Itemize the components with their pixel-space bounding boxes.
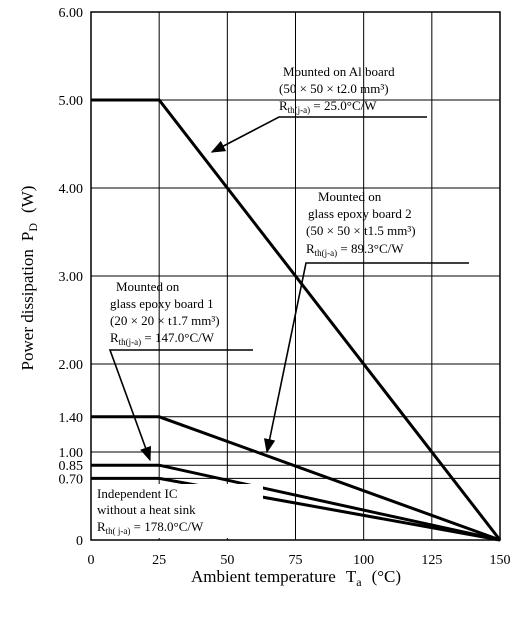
series-line-4 xyxy=(91,476,501,542)
x-tick-label: 150 xyxy=(490,553,511,568)
y-tick-label: 2.00 xyxy=(59,358,84,373)
series-line-1 xyxy=(91,98,502,541)
x-tick-label: 100 xyxy=(353,553,374,568)
x-tick-label: 25 xyxy=(152,553,166,568)
y-tick-label: 1.40 xyxy=(59,411,84,426)
annotation-board-2-line-3: (50 × 50 × t1.5 mm³) xyxy=(306,223,416,238)
annotation-independent-ic-rth: Rth( j-a) = 178.0°C/W xyxy=(97,519,204,536)
x-tick-label: 125 xyxy=(421,553,442,568)
y-tick-label: 4.00 xyxy=(59,182,84,197)
y-tick-label: 0.85 xyxy=(59,459,84,474)
annotation-board-1-line-1: Mounted on xyxy=(116,279,180,294)
y-tick-label: 5.00 xyxy=(59,94,84,109)
annotation-board-2: Mounted on glass epoxy board 2 (50 × 50 … xyxy=(306,189,416,258)
arrow-al-board xyxy=(210,116,427,153)
annotation-board-1: Mounted on glass epoxy board 1 (20 × 20 … xyxy=(110,279,220,347)
annotation-al-board-line-1: Mounted on Al board xyxy=(283,64,395,79)
annotation-al-board-rth: Rth(j-a) = 25.0°C/W xyxy=(279,98,377,115)
arrow-board-2 xyxy=(263,262,469,454)
y-tick-label: 0.70 xyxy=(59,472,84,487)
y-tick-labels: 0 0.700.851.00 1.40 2.00 3.00 4.00 5.00 6.00 xyxy=(59,6,84,549)
annotation-al-board-line-2: (50 × 50 × t2.0 mm³) xyxy=(279,81,389,96)
series-line-3 xyxy=(91,463,501,542)
y-tick-label: 0 xyxy=(76,534,83,549)
arrow-board-1 xyxy=(108,349,253,462)
y-axis-title: Power dissipationPD(W) xyxy=(18,186,40,371)
plot-frame xyxy=(90,11,501,541)
annotation-al-board: Mounted on Al board (50 × 50 × t2.0 mm³)… xyxy=(279,64,395,115)
annotation-board-2-line-1: Mounted on xyxy=(318,189,382,204)
x-axis-title: Ambient temperature Ta (°C) xyxy=(191,567,401,589)
x-tick-label: 50 xyxy=(220,553,234,568)
annotation-board-2-rth: Rth(j-a) = 89.3°C/W xyxy=(306,241,404,258)
y-tick-label: 1.00 xyxy=(59,446,84,461)
annotation-board-1-rth: Rth(j-a) = 147.0°C/W xyxy=(110,330,215,347)
x-tick-label: 0 xyxy=(88,553,95,568)
x-tick-labels: 0 25 50 75 100 125 150 xyxy=(88,553,511,568)
y-tick-label: 3.00 xyxy=(59,270,84,285)
annotation-independent-ic-line-2: without a heat sink xyxy=(97,502,196,517)
annotation-independent-ic: Independent IC without a heat sink Rth( … xyxy=(93,484,263,538)
series-line-2 xyxy=(91,415,501,542)
x-tick-label: 75 xyxy=(289,553,303,568)
annotation-independent-ic-line-1: Independent IC xyxy=(97,486,178,501)
annotation-board-2-line-2: glass epoxy board 2 xyxy=(308,206,412,221)
annotation-arrows xyxy=(108,116,469,462)
annotation-board-1-line-2: glass epoxy board 1 xyxy=(110,296,214,311)
y-tick-label: 6.00 xyxy=(59,6,84,21)
series-lines xyxy=(91,98,502,542)
annotation-board-1-line-3: (20 × 20 × t1.7 mm³) xyxy=(110,313,220,328)
